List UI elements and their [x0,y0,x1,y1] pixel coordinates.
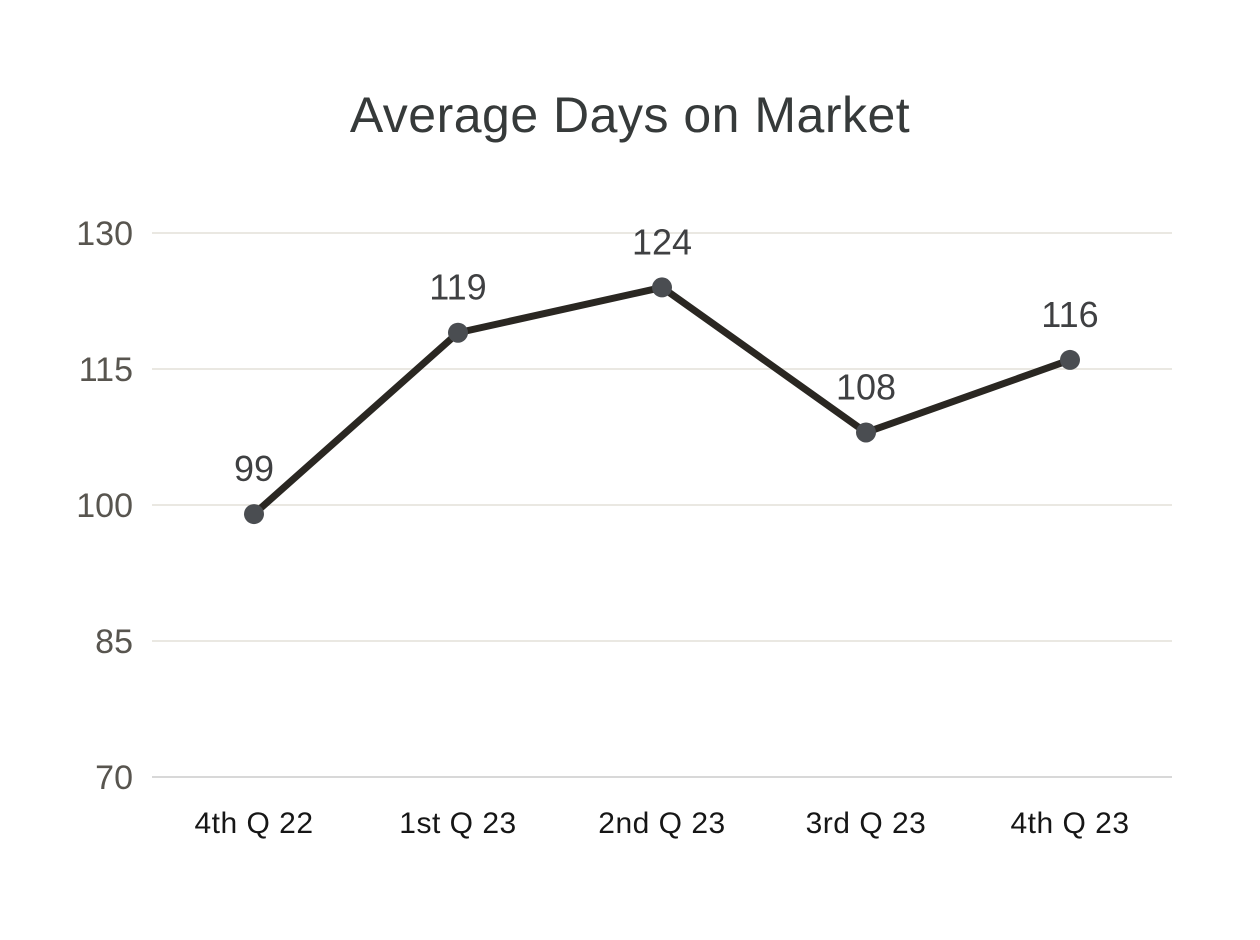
x-axis-label: 4th Q 23 [1010,807,1129,840]
data-point-marker [244,504,264,525]
y-tick-label: 70 [95,759,133,797]
data-label: 116 [1041,294,1098,335]
y-tick-label: 85 [95,623,133,661]
y-tick-label: 100 [76,487,133,525]
series-line [250,283,1074,518]
x-axis-label: 4th Q 22 [194,807,313,840]
x-axis-label: 2nd Q 23 [598,807,725,840]
data-point-marker [652,277,672,298]
data-point-marker [448,322,468,343]
chart-title: Average Days on Market [349,87,911,143]
data-label: 108 [836,366,896,407]
x-axis-label: 1st Q 23 [399,807,516,840]
data-label: 119 [429,267,486,308]
data-point-marker [1060,349,1080,370]
x-axis-label: 3rd Q 23 [806,807,927,840]
y-tick-label: 115 [79,351,133,389]
data-label: 124 [632,221,692,262]
data-label: 99 [234,448,274,489]
data-point-marker [856,422,876,443]
y-tick-label: 130 [76,215,133,253]
